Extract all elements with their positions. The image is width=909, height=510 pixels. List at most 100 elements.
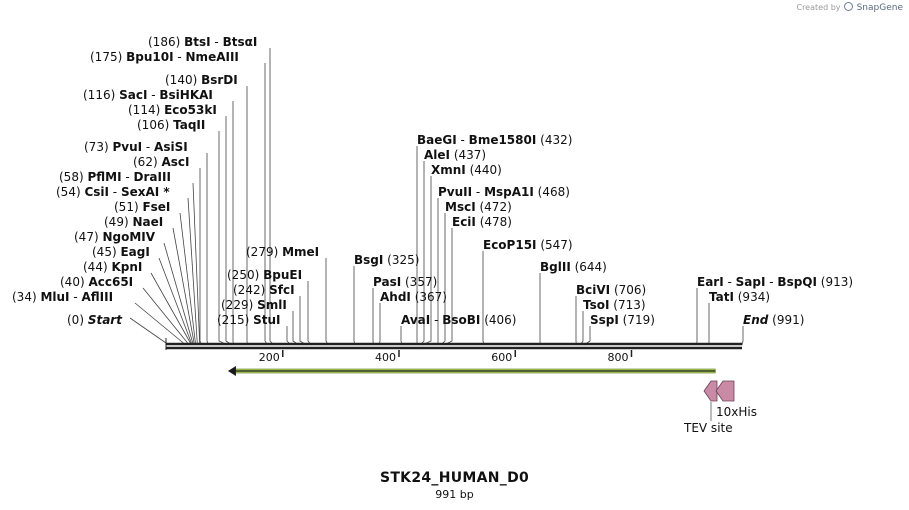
enzyme-name: BspQI <box>777 275 817 289</box>
enzyme-name: SspI <box>590 313 619 327</box>
cds-arrow-head <box>227 366 236 376</box>
enzyme-name: AleI <box>424 148 450 162</box>
site-position: (47) <box>74 230 102 244</box>
site-position: (432) <box>536 133 572 147</box>
enzyme-name: MluI <box>40 290 69 304</box>
enzyme-name: StuI <box>253 313 280 327</box>
enzyme-name: BpuEI <box>263 268 302 282</box>
site-position: (186) <box>148 35 184 49</box>
enzyme-name: TatI <box>709 290 734 304</box>
site-tail-279 <box>325 258 329 346</box>
his-tag-label: 10xHis <box>716 405 757 419</box>
site-position: (229) <box>221 298 257 312</box>
site-label-sfci: (242) SfcI <box>233 283 295 297</box>
tev-site-arrow <box>703 380 718 402</box>
site-position: (325) <box>383 253 419 267</box>
enzyme-name: BglII <box>540 260 571 274</box>
site-tail-34 <box>134 302 187 346</box>
site-tail-40 <box>142 287 190 346</box>
tev-site-label: TEV site <box>683 421 733 435</box>
site-position: (437) <box>450 148 486 162</box>
enzyme-name: PvuI <box>112 140 142 154</box>
site-label-ahdi: AhdI (367) <box>380 290 447 304</box>
snapgene-credit: Created by SnapGene <box>796 2 903 13</box>
enzyme-name: BsgI <box>354 253 383 267</box>
enzyme-name: NaeI <box>132 215 163 229</box>
site-label-sspi: SspI (719) <box>590 313 655 327</box>
site-position: - <box>70 290 82 304</box>
site-label-end: End (991) <box>743 313 804 327</box>
enzyme-name: EagI <box>120 245 149 259</box>
site-label-eagi: (45) EagI <box>92 245 150 259</box>
site-position: - <box>457 133 469 147</box>
enzyme-name: KpnI <box>111 260 142 274</box>
site-label-eari: EarI - SapI - BspQI (913) <box>697 275 853 289</box>
enzyme-name: DraIII <box>134 170 171 184</box>
enzyme-name: EcoP15I <box>483 238 537 252</box>
site-label-mmei: (279) MmeI <box>246 245 319 259</box>
enzyme-name: BtsI <box>184 35 211 49</box>
enzyme-name: PvuII <box>438 185 472 199</box>
credit-prefix: Created by <box>796 3 841 12</box>
site-position: (367) <box>411 290 447 304</box>
enzyme-name: EarI <box>697 275 724 289</box>
enzyme-name: BciVI <box>576 283 610 297</box>
site-label-kpni: (44) KpnI <box>83 260 142 274</box>
enzyme-name: XmnI <box>431 163 466 177</box>
site-label-bpuei: (250) BpuEI <box>227 268 302 282</box>
site-tail-229 <box>292 311 300 346</box>
enzyme-name: SmlI <box>257 298 287 312</box>
enzyme-name: SapI <box>736 275 766 289</box>
site-position: (406) <box>480 313 516 327</box>
enzyme-name: Acc65I <box>88 275 133 289</box>
site-position: (242) <box>233 283 269 297</box>
site-label-pasi: PasI (357) <box>373 275 437 289</box>
site-label-acc65i: (40) Acc65I <box>60 275 133 289</box>
site-tail-44 <box>150 272 192 346</box>
site-position: (140) <box>165 73 201 87</box>
site-label-alei: AleI (437) <box>424 148 486 162</box>
site-tail-58 <box>192 182 201 346</box>
enzyme-name: BsoBI <box>442 313 480 327</box>
site-label-start: (0) Start <box>67 313 123 327</box>
site-label-taqii: (106) TaqII <box>137 118 205 132</box>
site-position: (472) <box>476 200 512 214</box>
enzyme-name: SacI <box>119 88 147 102</box>
enzyme-name: AhdI <box>380 290 411 304</box>
site-label-ngomiv: (47) NgoMIV <box>74 230 156 244</box>
site-label-bsgi: BsgI (325) <box>354 253 419 267</box>
site-label-pvuii: PvuII - MspA1I (468) <box>438 185 570 199</box>
site-position: (279) <box>246 245 282 259</box>
enzyme-name: End <box>743 313 769 327</box>
site-position: - <box>472 185 484 199</box>
site-position: - <box>430 313 442 327</box>
site-tail-367 <box>378 303 381 346</box>
site-tail-62 <box>199 168 203 346</box>
site-tail-991 <box>741 326 744 346</box>
sequence-title: STK24_HUMAN_D0 <box>379 470 530 486</box>
site-label-eco53ki: (114) Eco53kI <box>128 103 217 117</box>
enzyme-name: MscI <box>445 200 476 214</box>
enzyme-name: BsrDI <box>201 73 238 87</box>
ruler-tick-label-800: 800 <box>607 351 628 364</box>
site-position: (0) <box>67 313 88 327</box>
site-position: (58) <box>59 170 87 184</box>
enzyme-name: FseI <box>142 200 170 214</box>
site-tail-325 <box>353 266 356 346</box>
sequence-length: 991 bp <box>435 488 474 501</box>
site-label-stui: (215) StuI <box>217 313 280 327</box>
enzyme-name: NmeAIII <box>186 50 239 64</box>
site-label-bcivi: BciVI (706) <box>576 283 646 297</box>
site-position: (114) <box>128 103 164 117</box>
site-position: (644) <box>571 260 607 274</box>
site-label-tati: TatI (934) <box>709 290 770 304</box>
site-tail-45 <box>158 257 193 346</box>
site-label-mlui: (34) MluI - AflIII <box>12 290 113 304</box>
site-position: (45) <box>92 245 120 259</box>
site-label-smli: (229) SmlI <box>221 298 287 312</box>
site-tail-47 <box>163 242 194 346</box>
site-position: (468) <box>534 185 570 199</box>
site-position: - <box>109 185 121 199</box>
site-position: (40) <box>60 275 88 289</box>
site-position: - <box>211 35 223 49</box>
